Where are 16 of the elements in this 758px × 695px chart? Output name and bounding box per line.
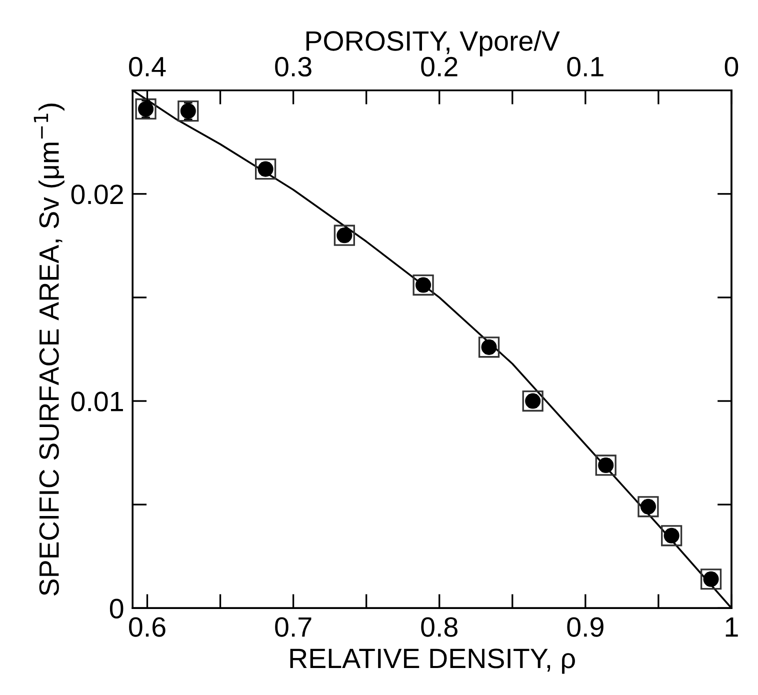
x2-tick-label: 0.4	[129, 56, 166, 77]
y-axis-title: SPECIFIC SURFACE AREA, Sv (μm$^{−1}$)	[34, 104, 64, 596]
x-tick-label: 0.9	[567, 617, 604, 637]
y-tick-label: 0.01	[71, 392, 123, 412]
x2-tick-label: 0.1	[567, 56, 604, 77]
x2-tick-label: 0.2	[421, 56, 458, 77]
x-axis-title: RELATIVE DENSITY, ρ	[290, 648, 575, 674]
y-tick-label: 0	[110, 598, 124, 618]
x2-axis-title: POROSITY, Vpore/V	[306, 30, 560, 56]
x-tick-label: 0.6	[129, 617, 166, 637]
x-tick-label: 1	[726, 617, 738, 637]
x-tick-label: 0.7	[275, 617, 312, 637]
x2-tick-label: 0.3	[275, 56, 312, 77]
y-tick-label: 0.02	[71, 184, 123, 204]
x-tick-label: 0.8	[421, 617, 458, 637]
x2-tick-label: 0	[724, 56, 738, 77]
